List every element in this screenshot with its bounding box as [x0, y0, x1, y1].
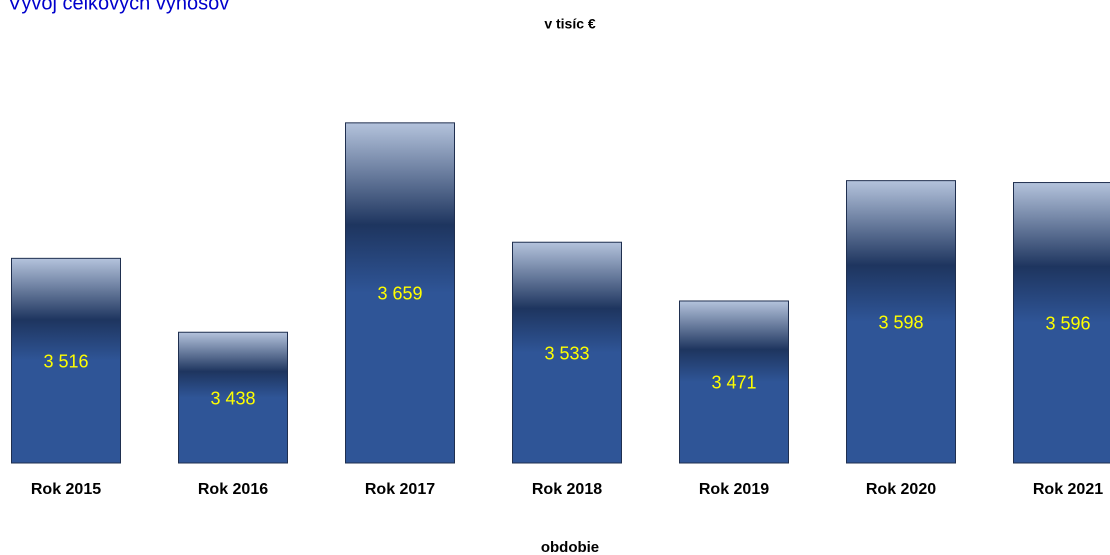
value-label: 3 596	[1045, 314, 1090, 334]
x-tick-label: Rok 2021	[1033, 481, 1103, 498]
x-tick-label: Rok 2015	[31, 481, 101, 498]
value-label: 3 471	[711, 373, 756, 393]
value-label: 3 438	[210, 388, 255, 408]
bar	[178, 331, 288, 464]
value-label: 3 516	[43, 351, 88, 371]
x-tick-label: Rok 2017	[365, 481, 435, 498]
x-tick-label: Rok 2018	[532, 481, 602, 498]
bar	[1013, 182, 1110, 464]
bar	[679, 300, 789, 464]
x-axis-label: obdobie	[541, 539, 599, 555]
bar	[345, 122, 455, 464]
x-tick-label: Rok 2019	[699, 481, 769, 498]
chart-title: Vývoj celkových výnosov	[8, 0, 229, 14]
value-label: 3 598	[878, 313, 923, 333]
x-tick-label: Rok 2020	[866, 481, 936, 498]
bar	[11, 257, 121, 464]
x-tick-label: Rok 2016	[198, 481, 268, 498]
bar	[846, 180, 956, 464]
value-label: 3 533	[544, 343, 589, 363]
value-label: 3 659	[377, 284, 422, 304]
bar	[512, 241, 622, 464]
chart-subtitle: v tisíc €	[544, 16, 596, 32]
